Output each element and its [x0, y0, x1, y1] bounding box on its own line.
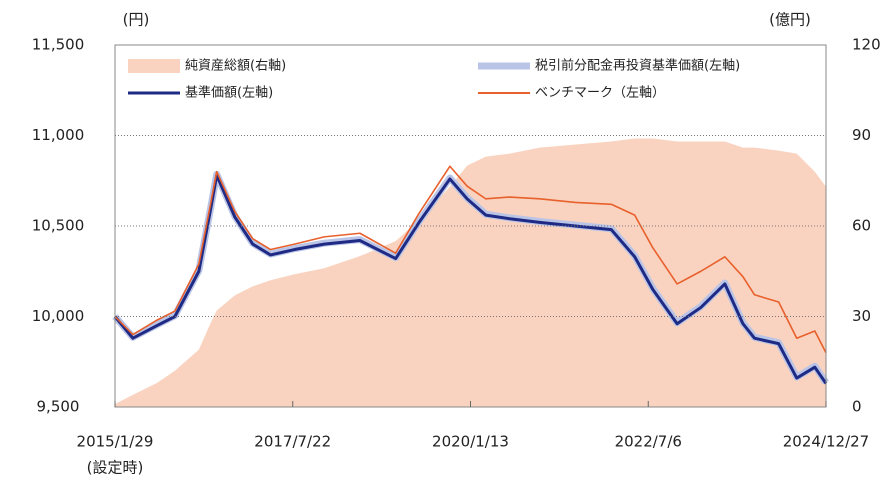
y2-tick-label: 60: [852, 217, 871, 235]
x-tick-label: 2024/12/27: [783, 433, 869, 451]
x-tick-label: 2017/7/22: [254, 433, 331, 451]
y-tick-label: 10,000: [32, 307, 85, 325]
y-axis-label: (円): [123, 11, 150, 29]
y2-tick-label: 30: [852, 307, 871, 325]
legend-label: 純資産総額(右軸): [185, 58, 286, 74]
net-assets-area: [115, 138, 826, 407]
y-tick-label: 10,500: [32, 217, 85, 235]
series-line: [114, 165, 827, 354]
x-tick-label: 2020/1/13: [432, 433, 509, 451]
series-line: [113, 173, 828, 385]
y-tick-label: 11,500: [32, 36, 85, 54]
y2-tick-label: 120: [852, 36, 881, 54]
y-tick-label: 11,000: [32, 126, 85, 144]
legend-label: 税引前分配金再投資基準価額(左軸): [535, 58, 740, 74]
y2-tick-label: 0: [852, 398, 862, 416]
legend-label: ベンチマーク（左軸）: [535, 86, 665, 101]
legend-swatch: [128, 59, 180, 73]
legend-label: 基準価額(左軸): [185, 85, 273, 101]
x-tick-note: (設定時): [87, 459, 144, 477]
y2-tick-label: 90: [852, 126, 871, 144]
y2-axis-label: (億円): [769, 11, 811, 29]
y-tick-label: 9,500: [37, 398, 80, 416]
x-tick-label: 2022/7/6: [615, 433, 682, 451]
x-tick-label: 2015/1/29: [77, 433, 154, 451]
